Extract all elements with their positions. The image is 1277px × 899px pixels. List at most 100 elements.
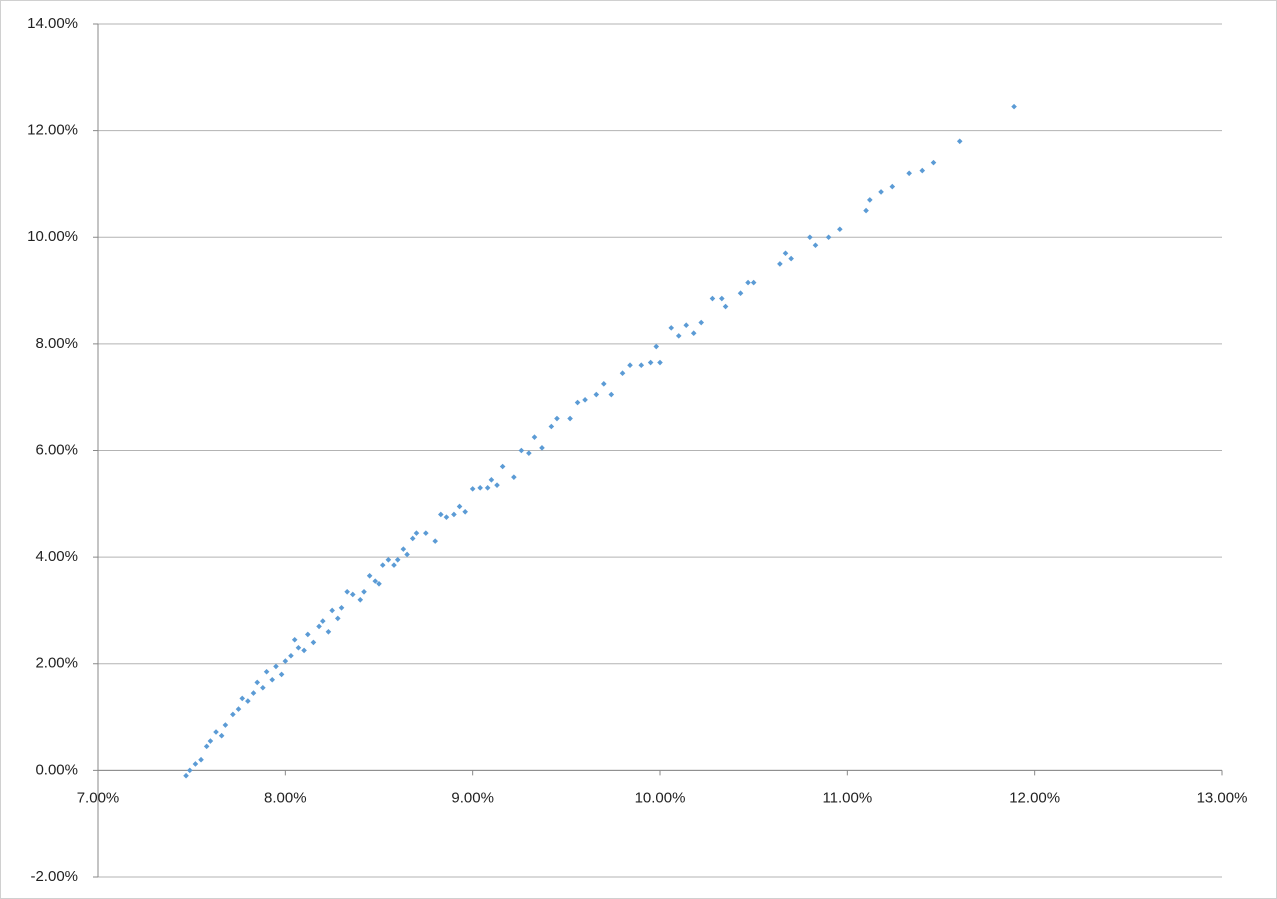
scatter-point xyxy=(653,343,660,350)
scatter-point xyxy=(484,485,491,491)
scatter-point xyxy=(198,756,204,763)
scatter-point xyxy=(344,588,350,595)
scatter-point xyxy=(777,261,783,267)
scatter-point xyxy=(316,623,322,630)
scatter-point xyxy=(627,362,633,368)
scatter-point xyxy=(788,255,794,262)
scatter-point xyxy=(782,250,789,257)
scatter-point xyxy=(325,628,332,635)
scatter-point xyxy=(404,551,410,558)
scatter-point xyxy=(906,170,912,177)
x-tick-label: 9.00% xyxy=(451,789,494,806)
scatter-point xyxy=(183,772,189,779)
scatter-point xyxy=(638,362,645,368)
y-tick-label: 2.00% xyxy=(35,655,78,672)
scatter-point xyxy=(213,729,219,735)
scatter-point xyxy=(310,639,317,646)
scatter-point xyxy=(956,138,963,145)
scatter-point xyxy=(349,591,356,598)
x-tick-label: 12.00% xyxy=(1009,789,1060,806)
scatter-point xyxy=(245,698,251,704)
scatter-point xyxy=(494,482,500,488)
y-tick-label: 14.00% xyxy=(27,15,78,32)
y-tick-label: 6.00% xyxy=(35,441,78,458)
scatter-point xyxy=(385,556,392,563)
scatter-point xyxy=(320,618,326,624)
scatter-point xyxy=(203,743,210,750)
scatter-point xyxy=(690,330,697,337)
scatter-point xyxy=(889,183,896,190)
scatter-point xyxy=(601,381,607,387)
y-tick-label: 4.00% xyxy=(35,548,78,565)
scatter-point xyxy=(288,652,294,659)
scatter-point xyxy=(531,434,538,440)
scatter-point xyxy=(593,391,600,398)
scatter-point xyxy=(737,290,744,297)
scatter-point xyxy=(269,676,276,683)
scatter-point xyxy=(438,511,444,518)
scatter-point xyxy=(366,572,373,579)
scatter-point xyxy=(745,279,751,286)
scatter-point xyxy=(554,415,560,422)
scatter-point xyxy=(619,370,626,376)
scatter-point xyxy=(878,189,884,195)
scatter-point xyxy=(488,477,495,483)
scatter-point xyxy=(278,671,285,678)
scatter-point xyxy=(462,509,468,515)
x-tick-label: 8.00% xyxy=(264,789,307,806)
scatter-point xyxy=(391,562,397,568)
scatter-point xyxy=(511,474,517,480)
scatter-point xyxy=(222,722,229,728)
scatter-point xyxy=(394,556,401,563)
scatter-point xyxy=(254,679,261,686)
scatter-point xyxy=(709,295,716,302)
y-tick-label: 12.00% xyxy=(27,122,78,139)
scatter-point xyxy=(443,514,450,520)
y-tick-label: -2.00% xyxy=(30,868,78,885)
scatter-point xyxy=(379,562,386,568)
scatter-point xyxy=(499,463,506,470)
scatter-point xyxy=(192,761,199,767)
scatter-point xyxy=(291,636,298,643)
x-tick-label: 11.00% xyxy=(822,789,872,806)
scatter-point xyxy=(919,167,926,174)
scatter-point xyxy=(186,767,193,774)
scatter-point xyxy=(235,706,242,712)
scatter-point xyxy=(451,511,457,518)
scatter-point xyxy=(469,486,476,492)
scatter-point xyxy=(825,234,832,241)
scatter-point xyxy=(338,604,345,611)
scatter-point xyxy=(698,319,705,326)
y-tick-label: 0.00% xyxy=(35,761,78,778)
scatter-point xyxy=(260,684,266,691)
scatter-point xyxy=(477,485,483,491)
scatter-point xyxy=(863,207,869,214)
scatter-point xyxy=(812,242,819,249)
scatter-point xyxy=(239,695,246,702)
scatter-point xyxy=(305,631,311,638)
scatter-point xyxy=(548,423,555,430)
scatter-point xyxy=(608,391,615,398)
scatter-point xyxy=(301,647,307,654)
scatter-point xyxy=(357,596,364,603)
scatter-point xyxy=(250,690,257,696)
scatter-point xyxy=(539,445,545,451)
scatter-point xyxy=(376,580,382,587)
scatter-point xyxy=(668,325,675,331)
scatter-point xyxy=(518,447,525,454)
scatter-point xyxy=(361,588,367,595)
x-tick-label: 13.00% xyxy=(1197,789,1248,806)
scatter-point xyxy=(218,732,225,739)
scatter-point xyxy=(432,538,438,544)
scatter-point xyxy=(574,399,581,406)
scatter-point xyxy=(526,450,532,456)
y-tick-label: 8.00% xyxy=(35,335,78,352)
scatter-point xyxy=(647,359,654,366)
scatter-point xyxy=(282,658,289,664)
scatter-point xyxy=(683,322,690,329)
scatter-point xyxy=(329,607,335,614)
scatter-point xyxy=(657,359,663,366)
scatter-point xyxy=(567,415,573,422)
